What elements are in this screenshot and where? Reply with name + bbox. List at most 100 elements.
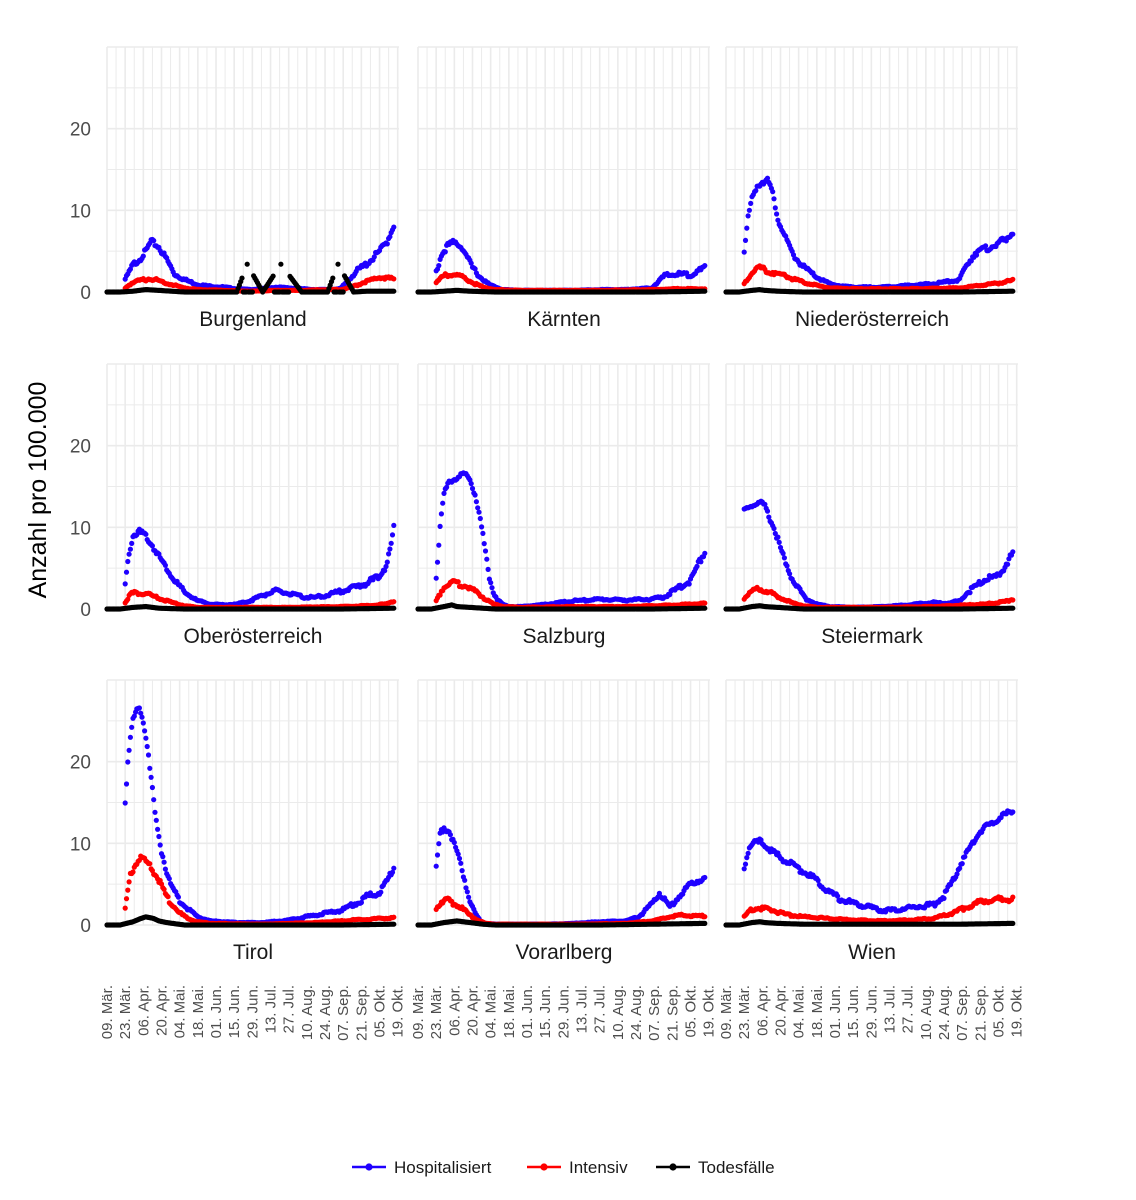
data-point <box>485 566 491 573</box>
data-point <box>702 288 708 294</box>
data-point <box>129 724 135 730</box>
facet-label: Oberösterreich <box>184 625 323 648</box>
data-point <box>469 485 476 492</box>
data-point <box>480 530 486 537</box>
data-point <box>123 781 130 787</box>
data-point <box>140 253 146 259</box>
facet-label: Tirol <box>233 941 273 964</box>
data-point <box>138 710 144 716</box>
data-point <box>175 894 181 900</box>
x-tick-label: 13. Jul. <box>263 985 280 1033</box>
data-point <box>391 522 397 529</box>
data-point <box>389 869 396 875</box>
data-point <box>153 817 159 823</box>
panel-vorarlberg: 09. Mär. 23. Mär. 06. Apr. 20. Apr. 04. Mai.… <box>410 679 718 1041</box>
data-point <box>386 551 392 557</box>
series-intensiv <box>741 263 1016 292</box>
series-todesfälle <box>723 603 1016 612</box>
data-point <box>440 500 446 506</box>
data-point <box>387 546 393 552</box>
panel-grid <box>106 679 399 926</box>
data-point <box>286 289 292 295</box>
data-point <box>764 508 771 514</box>
data-point <box>161 886 167 892</box>
y-tick-label: 10 <box>70 201 91 222</box>
data-point <box>436 263 442 269</box>
data-point <box>771 196 777 202</box>
data-point <box>127 546 133 552</box>
data-point <box>776 539 782 546</box>
data-point <box>270 273 276 279</box>
data-point <box>766 514 772 520</box>
data-point <box>437 592 443 598</box>
data-point <box>787 571 793 577</box>
data-point <box>378 889 384 895</box>
x-tick-label: 21. Sep. <box>353 985 370 1041</box>
data-point <box>145 752 152 758</box>
panel-niederösterreich: Niederösterreich <box>723 46 1018 331</box>
data-point <box>136 705 142 711</box>
data-point <box>148 774 154 780</box>
data-point <box>166 876 172 882</box>
x-tick-label: 10. Aug. <box>299 985 316 1040</box>
data-point <box>389 532 396 538</box>
data-point <box>239 275 245 281</box>
x-tick-label: 29. Jun. <box>244 985 261 1038</box>
data-point <box>436 542 442 548</box>
data-point <box>244 261 250 267</box>
data-point <box>122 800 128 806</box>
data-point <box>391 605 397 611</box>
x-tick-label: 07. Sep. <box>335 985 352 1041</box>
data-point <box>468 260 474 266</box>
data-point <box>698 559 704 565</box>
data-point <box>165 894 171 900</box>
data-point <box>694 563 700 570</box>
data-point <box>122 581 128 587</box>
facet-label: Kärnten <box>527 308 601 331</box>
data-point <box>156 833 162 840</box>
data-point <box>772 530 778 537</box>
data-point <box>391 224 397 230</box>
panel-grid <box>106 363 399 610</box>
data-point <box>391 276 397 282</box>
data-point <box>155 826 161 832</box>
data-point <box>149 543 155 549</box>
data-point <box>382 568 388 574</box>
y-tick-label: 20 <box>70 437 91 458</box>
x-tick-label: 23. Mär. <box>117 985 134 1039</box>
data-point <box>780 550 786 557</box>
data-point <box>384 559 390 565</box>
x-tick-label: 15. Jun. <box>226 985 243 1038</box>
data-point <box>330 275 336 281</box>
panel-salzburg: Salzburg <box>415 363 710 648</box>
x-tick-label: 04. Mai. <box>172 985 189 1038</box>
x-tick-label: 23. Mär. <box>428 985 445 1039</box>
data-point <box>771 525 777 532</box>
data-point <box>126 747 132 753</box>
data-point <box>438 511 444 517</box>
series-todesfälle <box>415 602 708 612</box>
data-point <box>437 523 443 530</box>
series-todesfälle <box>415 287 708 295</box>
data-point <box>371 254 377 260</box>
data-point <box>484 556 490 562</box>
data-point <box>1010 231 1016 237</box>
data-point <box>482 548 489 554</box>
series-todesfälle <box>104 914 397 928</box>
data-point <box>130 869 136 875</box>
panel-grid <box>417 46 710 293</box>
data-point <box>1010 549 1016 555</box>
y-tick-label: 0 <box>80 283 91 304</box>
data-point <box>772 205 778 211</box>
data-point <box>488 580 494 586</box>
x-tick-label: 04. Mai. <box>483 985 500 1038</box>
data-point <box>473 499 479 505</box>
series-todesfälle <box>104 261 397 295</box>
data-point <box>441 490 447 496</box>
data-point <box>162 562 168 568</box>
series-hospitalisiert <box>741 498 1016 611</box>
data-point <box>472 492 478 498</box>
x-tick-label: 09. Mär. <box>99 985 116 1039</box>
series-hospitalisiert <box>122 522 397 608</box>
